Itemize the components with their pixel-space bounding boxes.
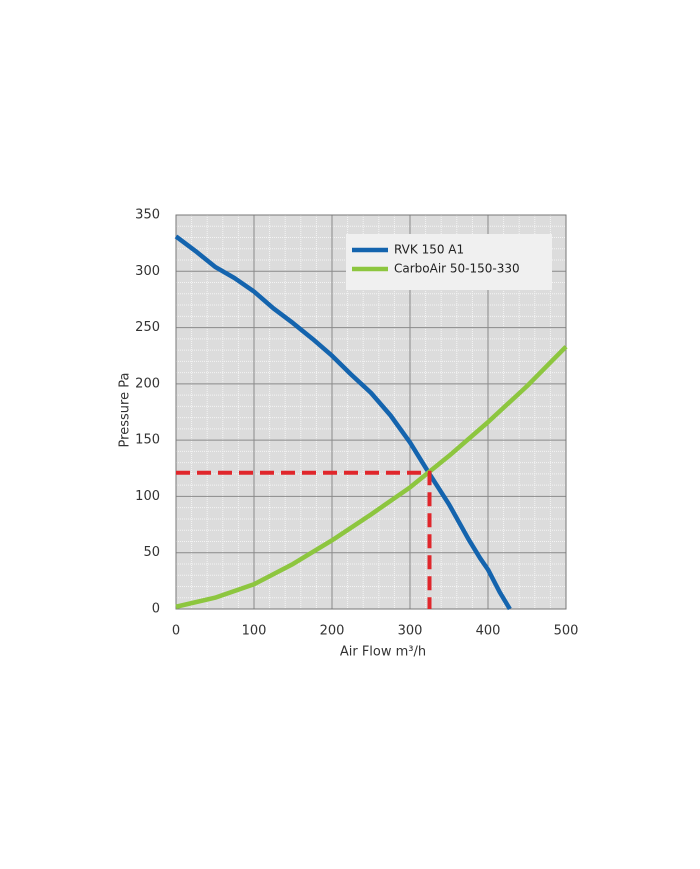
y-tick-label: 200	[135, 376, 160, 391]
x-tick-label: 0	[172, 624, 180, 639]
y-tick-label: 100	[135, 489, 160, 504]
series-line	[175, 345, 568, 609]
y-tick-label: 250	[135, 320, 160, 335]
x-tick-label: 200	[320, 624, 345, 639]
x-tick-label: 300	[398, 624, 423, 639]
y-tick-label: 350	[135, 208, 160, 223]
x-tick-label: 100	[242, 624, 267, 639]
y-tick-label: 300	[135, 264, 160, 279]
legend-box	[346, 234, 552, 290]
y-axis-label: Pressure Pa	[118, 373, 133, 448]
legend-label: CarboAir 50-150-330	[394, 262, 520, 276]
x-axis-label: Air Flow m³/h	[340, 645, 426, 660]
y-tick-label: 50	[143, 545, 160, 560]
series-line	[174, 234, 512, 611]
operating-point-lines	[176, 470, 432, 609]
x-tick-label: 400	[476, 624, 501, 639]
legend-label: RVK 150 A1	[394, 243, 464, 257]
y-tick-label: 0	[152, 602, 160, 617]
y-tick-label: 150	[135, 433, 160, 448]
x-tick-label: 500	[554, 624, 579, 639]
plot-border	[175, 214, 567, 610]
